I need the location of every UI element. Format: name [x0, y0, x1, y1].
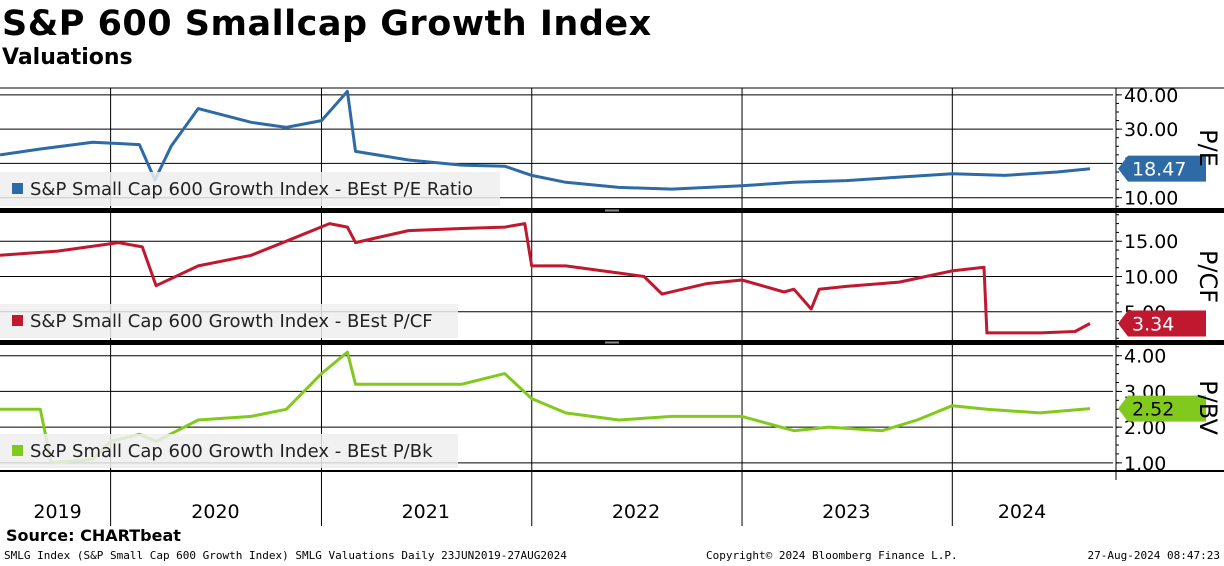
legend-swatch — [12, 183, 23, 194]
last-value-label: 2.52 — [1132, 399, 1174, 421]
last-value-tag — [1118, 395, 1206, 422]
y-tick-label: 15.00 — [1124, 231, 1178, 253]
last-value-label: 3.34 — [1132, 313, 1174, 335]
chart-title: S&P 600 Smallcap Growth Index — [2, 4, 652, 44]
panel-separator-grip — [605, 209, 619, 212]
y-tick-label: 40.00 — [1124, 85, 1178, 107]
series-line — [0, 222, 1091, 335]
chart-subtitle: Valuations — [2, 45, 133, 70]
legend-box — [0, 304, 458, 338]
source-note: Source: CHARTbeat — [6, 526, 181, 545]
footer-timestamp: 27-Aug-2024 08:47:23 — [1087, 549, 1220, 562]
x-tick-label: 2022 — [612, 501, 660, 523]
y-tick-label: 30.00 — [1124, 119, 1178, 141]
last-value-tag — [1118, 155, 1206, 182]
legend-swatch — [12, 445, 23, 456]
last-value-label: 18.47 — [1132, 159, 1186, 181]
footer-copyright: Copyright© 2024 Bloomberg Finance L.P. — [706, 549, 958, 562]
panel-y-label: P/CF — [1194, 250, 1222, 303]
legend-label: S&P Small Cap 600 Growth Index - BEst P/… — [30, 441, 433, 462]
legend-box — [0, 172, 500, 206]
footer-ticker-info: SMLG Index (S&P Small Cap 600 Growth Ind… — [4, 549, 567, 562]
x-tick-label: 2019 — [33, 501, 81, 523]
y-tick-label: 10.00 — [1124, 267, 1178, 289]
panel-y-label: P/BV — [1194, 380, 1222, 435]
legend-label: S&P Small Cap 600 Growth Index - BEst P/… — [30, 311, 433, 332]
y-tick-label: 1.00 — [1124, 453, 1166, 475]
x-axis-line — [0, 470, 1224, 472]
x-tick-label: 2024 — [998, 501, 1046, 523]
y-tick-label: 4.00 — [1124, 346, 1166, 368]
panel-y-label: P/E — [1194, 129, 1222, 167]
legend-box — [0, 434, 458, 468]
series-line — [0, 89, 1091, 191]
x-tick-label: 2023 — [822, 501, 870, 523]
x-tick-label: 2020 — [191, 501, 239, 523]
panel-separator-grip — [605, 341, 619, 344]
y-tick-label: 10.00 — [1124, 188, 1178, 210]
x-tick-label: 2021 — [402, 501, 450, 523]
legend-label: S&P Small Cap 600 Growth Index - BEst P/… — [30, 179, 473, 200]
last-value-tag — [1118, 310, 1206, 337]
y-tick-label: 2.00 — [1124, 417, 1166, 439]
legend-swatch — [12, 315, 23, 326]
